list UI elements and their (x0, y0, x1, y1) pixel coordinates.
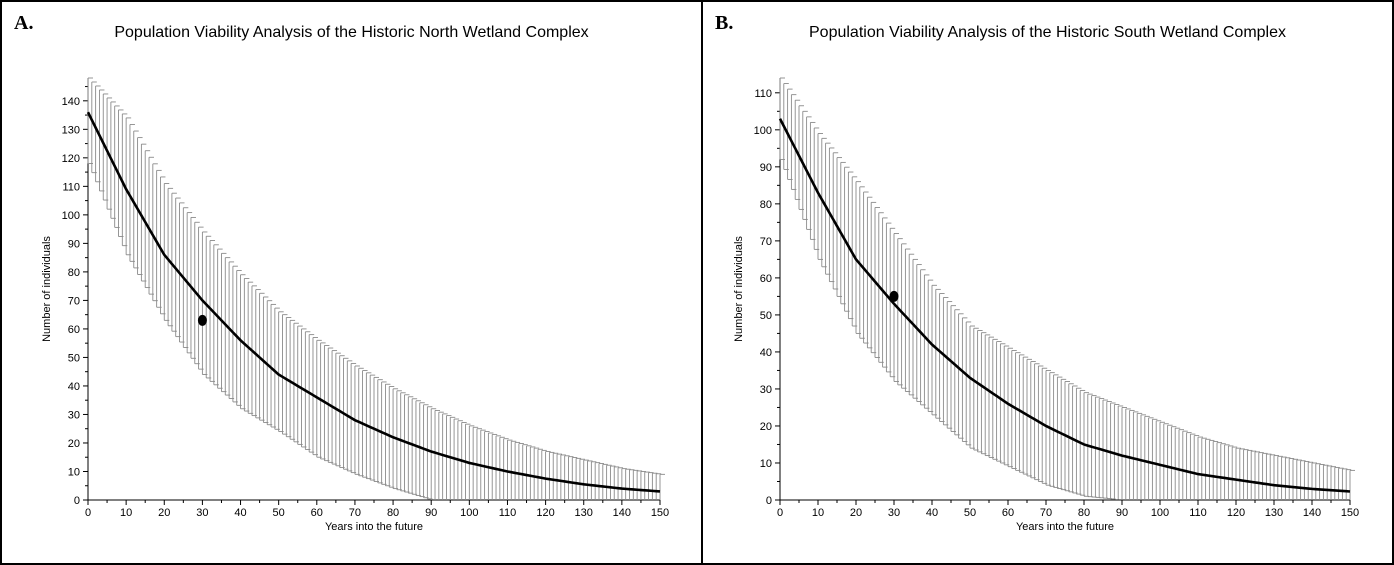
y-tick-label: 50 (68, 352, 80, 364)
panel-a: A. Population Viability Analysis of the … (0, 0, 703, 565)
chart-title: Population Viability Analysis of the His… (114, 24, 589, 41)
x-tick-label: 30 (196, 507, 208, 519)
y-tick-label: 130 (62, 124, 80, 136)
panel-letter: B. (715, 12, 734, 34)
x-axis-label: Years into the future (1016, 521, 1114, 533)
y-tick-label: 10 (68, 466, 80, 478)
x-tick-label: 10 (812, 507, 824, 519)
y-tick-label: 60 (760, 273, 772, 285)
x-tick-label: 60 (1002, 507, 1014, 519)
y-tick-label: 30 (760, 384, 772, 396)
y-tick-label: 120 (62, 153, 80, 165)
chart-plot-a: 0 10 20 30 40 50 60 70 80 90 100 110 120 130 140 150 0 10… (41, 77, 669, 533)
x-tick-label: 0 (777, 507, 783, 519)
x-tick-label: 0 (85, 507, 91, 519)
y-tick-label: 0 (74, 495, 80, 507)
y-tick-label: 110 (754, 88, 772, 100)
x-tick-label: 150 (651, 507, 669, 519)
x-tick-label: 130 (1265, 507, 1283, 519)
y-tick-label: 80 (68, 267, 80, 279)
chart-plot-b: 0 10 20 30 40 50 60 70 80 90 100 110 120 130 140 150 0 10… (733, 77, 1359, 533)
y-tick-label: 70 (760, 236, 772, 248)
mean-population-line (86, 111, 661, 493)
x-tick-label: 50 (964, 507, 976, 519)
x-tick-label: 30 (888, 507, 900, 519)
x-tick-label: 20 (158, 507, 170, 519)
y-axis-label: Number of individuals (41, 236, 53, 342)
y-tick-label: 20 (68, 438, 80, 450)
x-tick-label: 70 (1040, 507, 1052, 519)
y-tick-label: 90 (68, 238, 80, 250)
x-axis-label: Years into the future (325, 521, 423, 533)
x-tick-label: 120 (536, 507, 554, 519)
y-axis-label: Number of individuals (733, 236, 745, 342)
x-tick-label: 40 (234, 507, 246, 519)
x-tick-label: 90 (1116, 507, 1128, 519)
y-tick-label: 30 (68, 409, 80, 421)
x-tick-label: 60 (311, 507, 323, 519)
y-tick-label: 100 (754, 125, 772, 137)
y-tick-label: 40 (760, 347, 772, 359)
x-tick-label: 80 (387, 507, 399, 519)
y-tick-label: 40 (68, 381, 80, 393)
y-tick-label: 110 (62, 181, 80, 193)
panel-b: B. Population Viability Analysis of the … (701, 0, 1394, 565)
y-tick-label: 100 (62, 210, 80, 222)
y-tick-label: 20 (760, 421, 772, 433)
x-tick-label: 100 (1151, 507, 1169, 519)
x-tick-label: 80 (1078, 507, 1090, 519)
y-tick-label: 90 (760, 162, 772, 174)
x-tick-label: 140 (1303, 507, 1321, 519)
x-tick-label: 120 (1227, 507, 1245, 519)
x-tick-label: 110 (499, 507, 517, 519)
mean-population-line (778, 118, 1351, 493)
x-tick-label: 50 (273, 507, 285, 519)
y-tick-label: 0 (766, 495, 772, 507)
y-tick-label: 80 (760, 199, 772, 211)
chart-title: Population Viability Analysis of the His… (809, 24, 1286, 41)
x-tick-label: 10 (120, 507, 132, 519)
y-tick-label: 50 (760, 310, 772, 322)
x-tick-label: 100 (460, 507, 478, 519)
x-tick-label: 130 (575, 507, 593, 519)
y-tick-label: 70 (68, 295, 80, 307)
x-tick-label: 20 (850, 507, 862, 519)
x-tick-label: 90 (425, 507, 437, 519)
y-tick-label: 140 (62, 96, 80, 108)
x-tick-label: 70 (349, 507, 361, 519)
y-tick-label: 10 (760, 458, 772, 470)
x-tick-label: 140 (613, 507, 631, 519)
x-tick-label: 40 (926, 507, 938, 519)
observed-data-point (889, 290, 899, 302)
panel-letter: A. (14, 12, 34, 34)
y-tick-label: 60 (68, 324, 80, 336)
observed-data-point (197, 314, 207, 326)
x-tick-label: 110 (1189, 507, 1207, 519)
x-tick-label: 150 (1341, 507, 1359, 519)
